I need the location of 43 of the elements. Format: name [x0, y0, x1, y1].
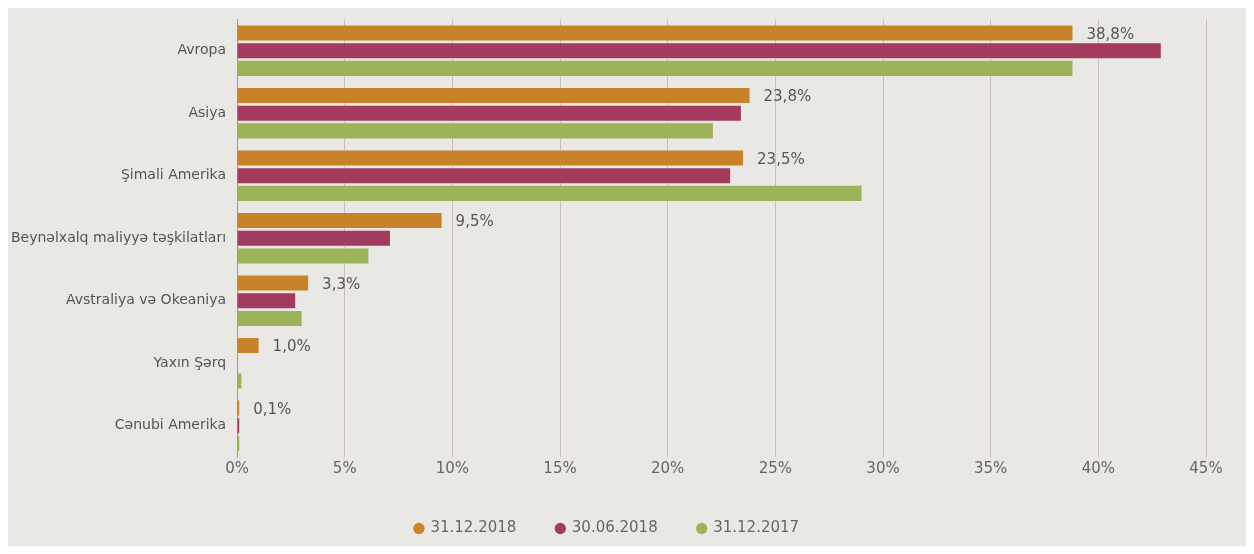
x-tick-label: 40%: [1081, 458, 1116, 477]
legend-label: 31.12.2017: [713, 518, 800, 537]
data-label: 1,0%: [272, 337, 311, 356]
y-tick-label: Avstraliya və Okeaniya: [66, 291, 227, 308]
x-tick-label: 15%: [543, 458, 577, 477]
x-tick-label: 45%: [1189, 458, 1223, 477]
data-label: 3,3%: [322, 274, 361, 293]
bar: [237, 212, 442, 229]
bar: [237, 105, 741, 121]
bar: [237, 275, 309, 291]
bar: [237, 230, 390, 246]
y-tick-label: Cənubi Amerika: [114, 416, 227, 433]
bar: [237, 123, 713, 139]
bar: [237, 60, 1073, 76]
data-label: 23,8%: [763, 87, 812, 106]
x-tick-label: 35%: [974, 458, 1008, 477]
data-label: 0,1%: [253, 399, 292, 418]
x-tick-label: 0%: [225, 458, 249, 477]
legend-label: 31.12.2018: [430, 518, 517, 537]
x-tick-label: 5%: [332, 458, 357, 477]
y-tick-label: Asiya: [188, 103, 227, 120]
bar: [237, 310, 302, 326]
bar: [237, 248, 369, 264]
x-tick-label: 25%: [758, 458, 793, 477]
data-label: 9,5%: [455, 212, 494, 231]
y-tick-label: Avropa: [177, 41, 227, 58]
data-label: 38,8%: [1086, 24, 1135, 43]
y-tick-label: Beynəlxalq maliyyə təşkilatları: [10, 228, 227, 245]
y-tick-label: Yaxın Şərq: [152, 353, 227, 370]
y-tick-label: Şimali Amerika: [120, 166, 227, 183]
x-tick-label: 20%: [651, 458, 685, 477]
bar: [237, 87, 750, 103]
bar: [237, 168, 731, 184]
legend-label: 30.06.2018: [571, 518, 658, 537]
x-tick-label: 30%: [866, 458, 900, 477]
bar: [237, 25, 1073, 41]
bar: [237, 337, 259, 354]
x-tick-label: 10%: [435, 458, 470, 477]
bar: [237, 150, 744, 166]
bar: [237, 293, 296, 309]
data-label: 23,5%: [757, 149, 805, 168]
bar: [237, 43, 1161, 59]
bar: [237, 185, 862, 201]
